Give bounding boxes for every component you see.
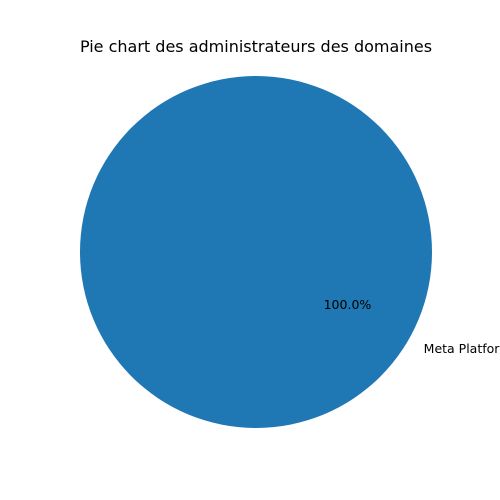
pie-slice-0 — [80, 76, 432, 428]
slice-label-0: Meta Platforms — [424, 341, 500, 356]
slice-pct-label-0: 100.0% — [324, 297, 372, 312]
pie-slices — [80, 76, 432, 428]
pie-labels: Meta Platforms 100.0% — [324, 297, 500, 356]
chart-title: Pie chart des administrateurs des domain… — [80, 37, 432, 56]
